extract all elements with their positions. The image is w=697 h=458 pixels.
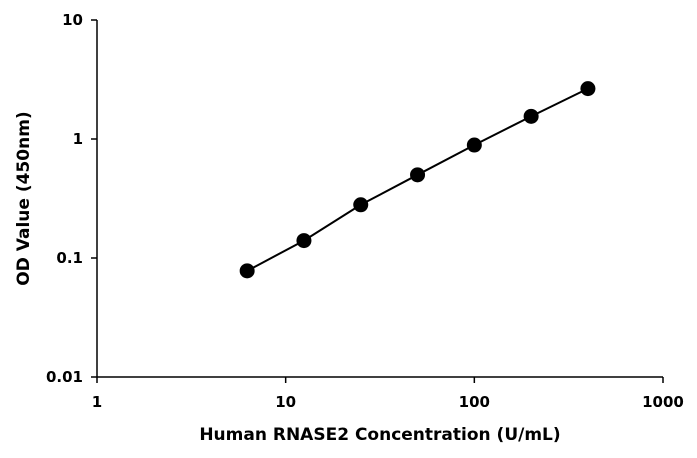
x-tick-label: 10 [275, 393, 296, 411]
x-tick-label: 1 [92, 393, 102, 411]
y-tick-label: 1 [73, 130, 83, 148]
data-point [239, 263, 255, 279]
data-point [523, 108, 539, 124]
data-point [466, 137, 482, 153]
y-tick-label: 0.1 [56, 249, 83, 267]
data-point [296, 233, 312, 249]
x-tick-label: 1000 [642, 393, 684, 411]
tick-marks [91, 19, 664, 383]
data-point [353, 197, 369, 213]
y-tick-label: 0.01 [46, 368, 83, 386]
axes [96, 20, 663, 378]
y-axis-title: OD Value (450nm) [14, 111, 34, 285]
data-point [410, 167, 426, 183]
x-tick-label: 100 [459, 393, 490, 411]
data-point [580, 81, 596, 97]
tick-labels: 1 10 100 1000 0.01 0.1 1 10 [46, 11, 684, 411]
x-axis-title: Human RNASE2 Concentration (U/mL) [199, 425, 560, 445]
data-series [239, 81, 596, 279]
y-tick-label: 10 [62, 11, 83, 29]
